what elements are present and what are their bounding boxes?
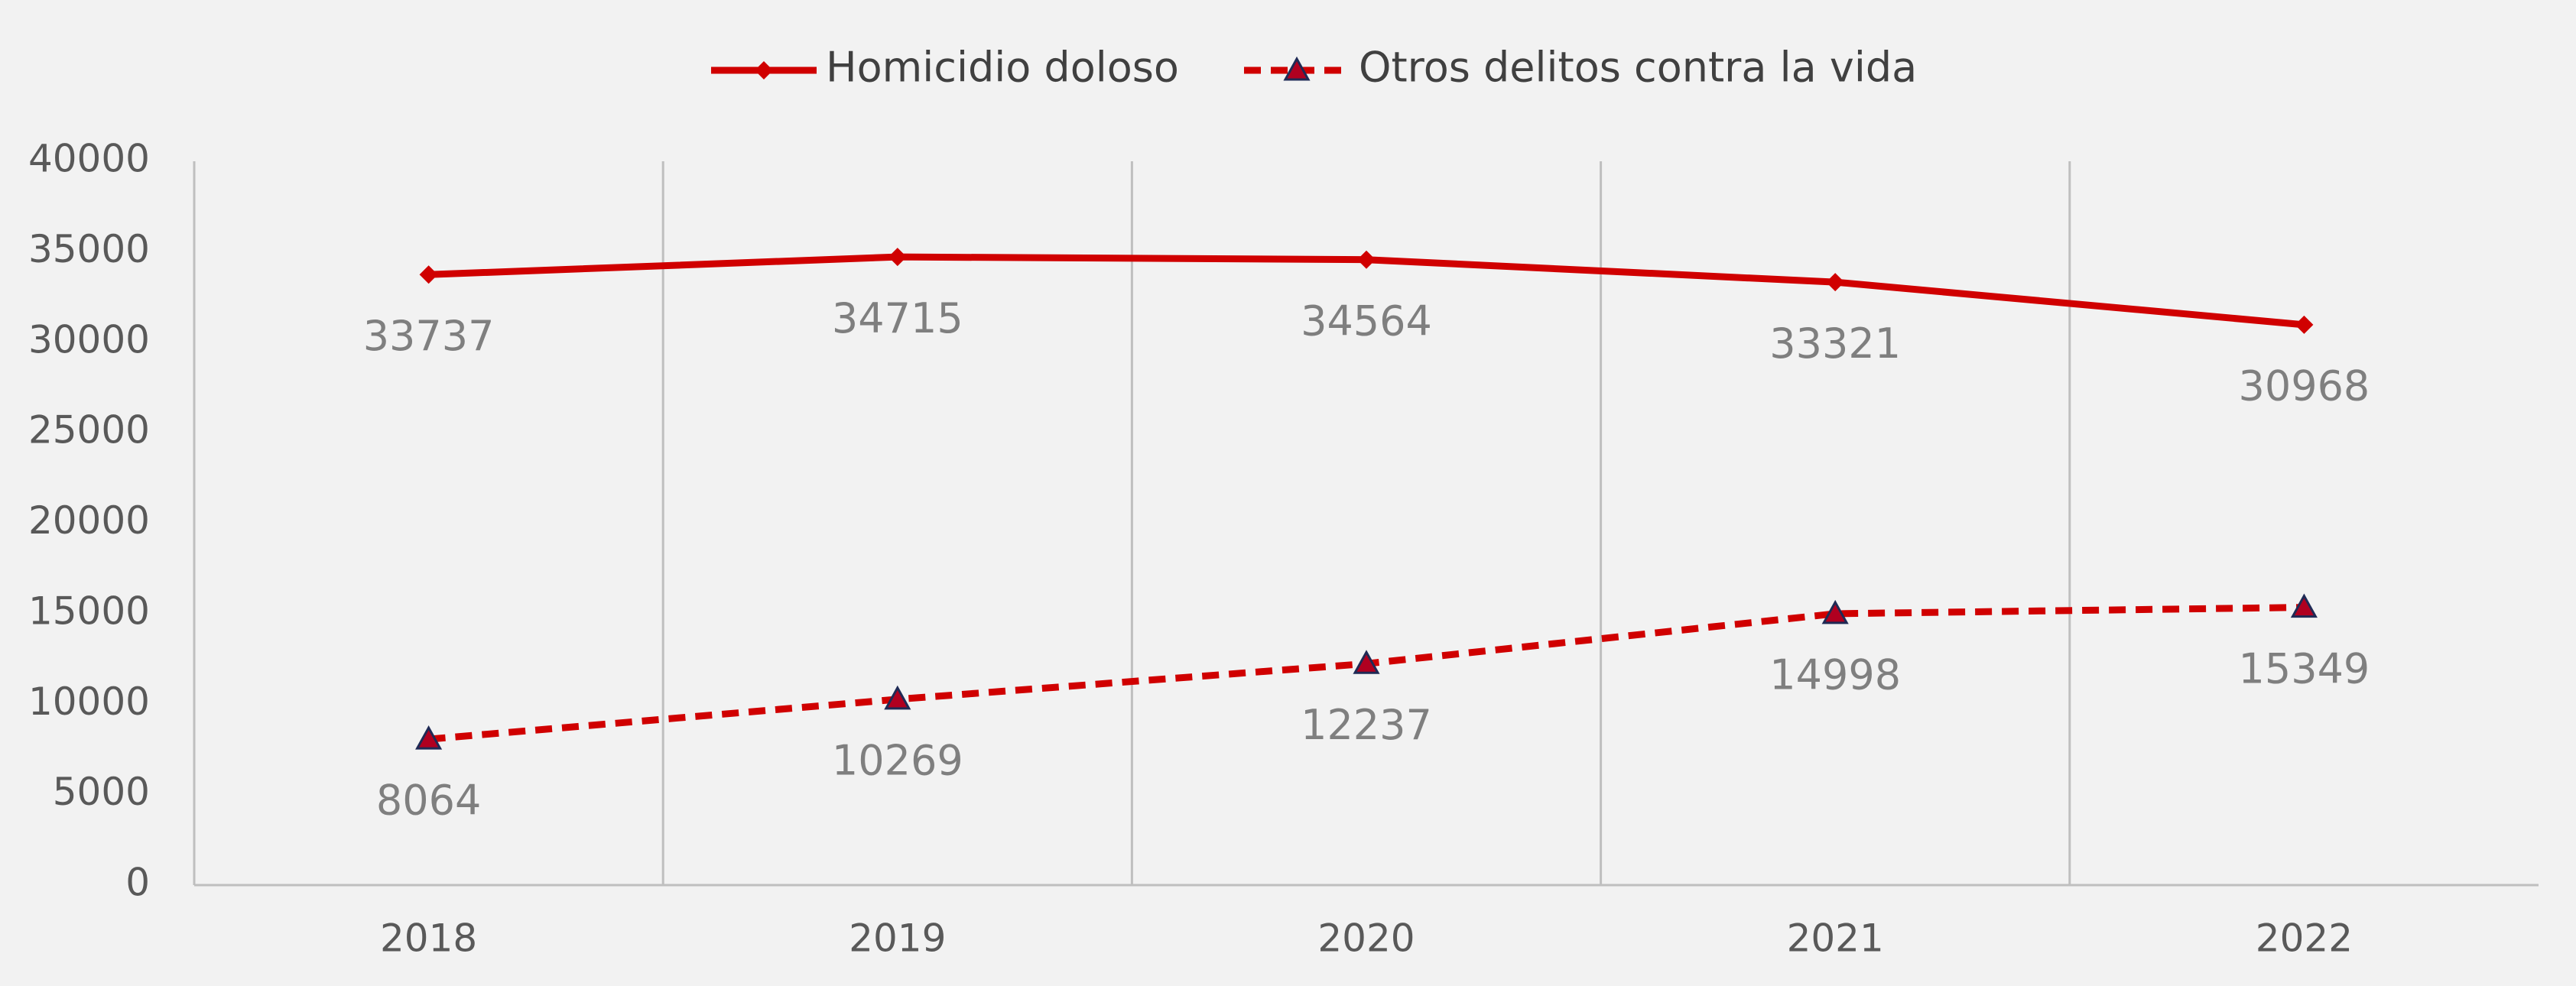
point-marker: [888, 248, 907, 267]
point-marker: [2290, 593, 2318, 618]
data-label: 8064: [376, 777, 481, 825]
point-marker: [884, 685, 911, 710]
x-tick-label: 2022: [2256, 916, 2353, 961]
data-label: 14998: [1769, 651, 1901, 699]
x-tick-label: 2019: [849, 916, 946, 961]
y-tick-label: 15000: [28, 589, 150, 633]
legend-marker: [1283, 56, 1311, 81]
y-tick-label: 25000: [28, 408, 150, 452]
legend-marker: [755, 61, 773, 79]
point-marker: [2295, 315, 2314, 334]
y-tick-label: 30000: [28, 317, 150, 362]
point-marker: [419, 265, 438, 284]
data-label: 12237: [1301, 701, 1432, 749]
legend-label: Homicidio doloso: [826, 44, 1179, 92]
point-marker: [415, 725, 443, 750]
point-marker: [1826, 273, 1845, 292]
y-tick-label: 20000: [28, 498, 150, 543]
x-tick-label: 2021: [1787, 916, 1884, 961]
point-marker: [1357, 250, 1376, 269]
y-tick-label: 35000: [28, 227, 150, 271]
point-marker: [1353, 650, 1380, 674]
legend-label: Otros delitos contra la vida: [1359, 44, 1917, 92]
y-tick-label: 5000: [53, 770, 150, 814]
data-label: 33737: [363, 312, 495, 360]
data-label: 34564: [1301, 297, 1432, 345]
x-tick-label: 2020: [1317, 916, 1415, 961]
data-label: 34715: [832, 294, 963, 342]
data-label: 15349: [2239, 644, 2370, 692]
data-label: 33321: [1769, 319, 1901, 368]
y-tick-label: 10000: [28, 679, 150, 724]
y-tick-label: 40000: [28, 137, 150, 181]
x-tick-label: 2018: [380, 916, 477, 961]
point-marker: [1821, 599, 1849, 624]
data-label: 10269: [832, 737, 963, 785]
y-tick-label: 0: [125, 861, 150, 905]
data-label: 30968: [2239, 362, 2370, 410]
